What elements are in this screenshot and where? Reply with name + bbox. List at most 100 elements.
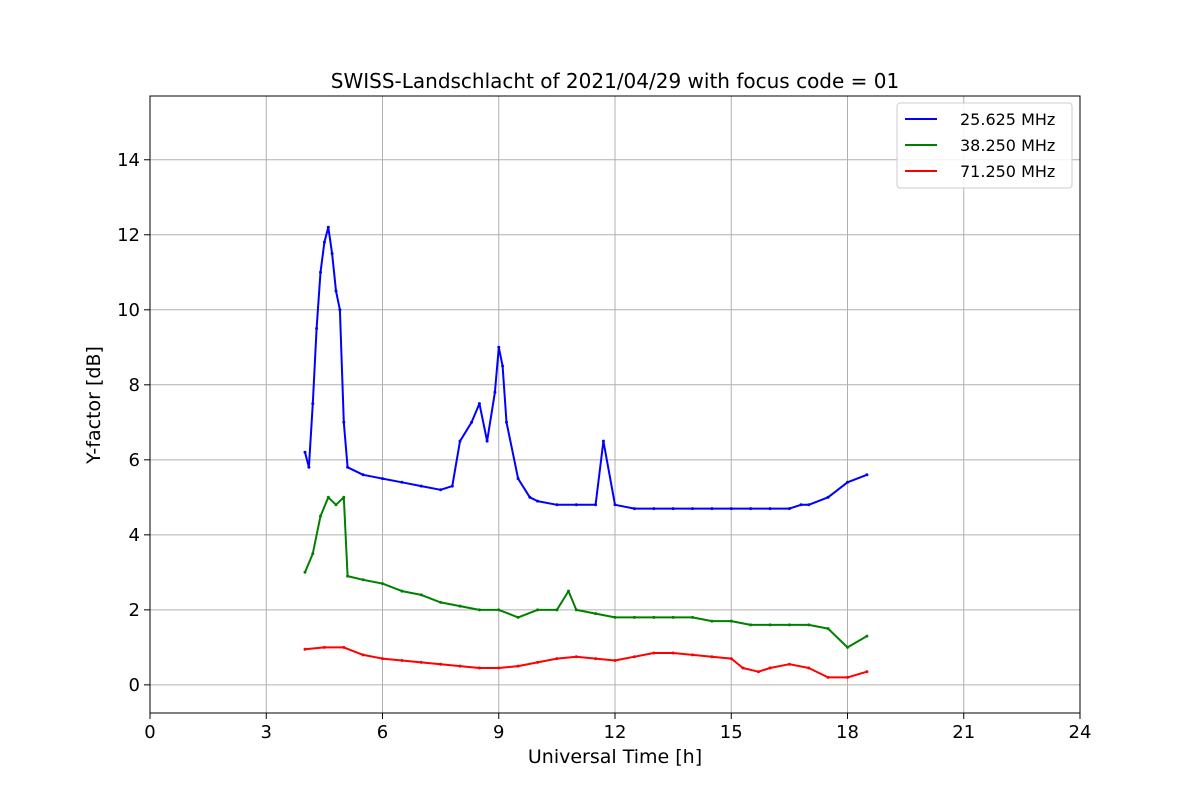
data-point	[334, 289, 338, 293]
data-point	[536, 608, 539, 612]
data-point	[493, 390, 497, 394]
plot-series	[303, 225, 869, 679]
data-point	[846, 645, 849, 649]
data-point	[497, 666, 501, 670]
data-point	[319, 514, 322, 518]
data-point	[555, 657, 559, 661]
y-tick-label: 12	[117, 225, 140, 246]
data-point	[671, 507, 675, 511]
data-point	[326, 225, 330, 229]
data-point	[400, 659, 404, 662]
data-point	[501, 364, 505, 368]
data-point	[768, 507, 772, 511]
data-point	[326, 495, 330, 499]
data-point	[497, 608, 501, 612]
data-point	[307, 465, 311, 469]
x-tick-label: 12	[604, 722, 627, 743]
data-point	[311, 402, 315, 406]
data-point	[807, 503, 811, 507]
y-ticks: 0 2 4 6 8 10 12 14	[117, 150, 150, 696]
data-point	[574, 608, 578, 612]
y-tick-label: 0	[129, 675, 140, 696]
data-point	[497, 345, 501, 349]
y-tick-label: 10	[117, 300, 140, 321]
data-point	[419, 484, 423, 488]
data-point	[710, 655, 714, 659]
data-point	[536, 660, 539, 664]
data-point	[303, 647, 307, 651]
data-point	[768, 666, 772, 670]
data-point	[555, 608, 559, 612]
data-point	[865, 670, 869, 674]
data-point	[319, 270, 322, 274]
data-point	[303, 570, 307, 574]
data-point	[787, 662, 791, 666]
data-point	[361, 473, 365, 477]
data-point	[710, 619, 714, 623]
legend-label: 25.625 MHz	[960, 110, 1055, 129]
data-point	[787, 623, 791, 627]
data-point	[516, 477, 520, 481]
data-point	[311, 552, 315, 556]
y-tick-label: 4	[129, 525, 140, 546]
data-point	[477, 666, 481, 670]
data-point	[865, 634, 869, 638]
data-point	[691, 615, 694, 619]
x-tick-label: 21	[952, 722, 975, 743]
data-point	[574, 655, 578, 659]
data-point	[346, 465, 350, 469]
data-point	[381, 657, 384, 661]
data-point	[470, 420, 474, 424]
legend-box	[896, 102, 1073, 189]
data-point	[315, 327, 319, 330]
data-point	[652, 507, 656, 511]
data-point	[826, 675, 830, 679]
series-line-1	[304, 226, 868, 510]
data-point	[613, 615, 617, 619]
x-tick-label: 6	[377, 722, 388, 743]
data-point	[342, 645, 346, 649]
data-point	[322, 240, 326, 244]
data-point	[632, 655, 636, 659]
data-point	[729, 657, 733, 661]
data-point	[338, 308, 342, 312]
data-point	[555, 503, 559, 507]
data-point	[400, 480, 404, 484]
data-point	[516, 664, 520, 668]
data-point	[652, 615, 656, 619]
data-point	[334, 503, 338, 507]
x-tick-label: 9	[493, 722, 504, 743]
data-point	[594, 657, 598, 661]
x-tick-label: 18	[836, 722, 859, 743]
y-tick-label: 6	[129, 450, 140, 471]
data-point	[458, 439, 462, 443]
data-point	[303, 450, 307, 454]
data-point	[691, 507, 694, 511]
data-point	[381, 582, 384, 586]
data-point	[594, 503, 598, 507]
legend-label: 71.250 MHz	[960, 162, 1055, 181]
data-point	[400, 589, 404, 593]
y-tick-label: 2	[129, 600, 140, 621]
data-point	[485, 439, 489, 443]
data-point	[458, 604, 462, 608]
data-point	[846, 480, 849, 484]
x-axis-title: Universal Time [h]	[528, 746, 702, 768]
data-point	[865, 473, 869, 477]
y-tick-label: 8	[129, 375, 140, 396]
data-point	[330, 252, 334, 255]
data-point	[671, 651, 675, 655]
data-point	[574, 503, 578, 507]
data-point	[632, 507, 636, 511]
data-point	[799, 503, 803, 507]
data-point	[458, 664, 462, 668]
data-point	[594, 612, 598, 616]
data-point	[477, 608, 481, 612]
data-point	[419, 593, 423, 597]
data-point	[477, 402, 481, 406]
data-point	[342, 495, 346, 499]
data-point	[671, 615, 675, 619]
data-point	[419, 660, 423, 664]
data-point	[807, 666, 811, 670]
